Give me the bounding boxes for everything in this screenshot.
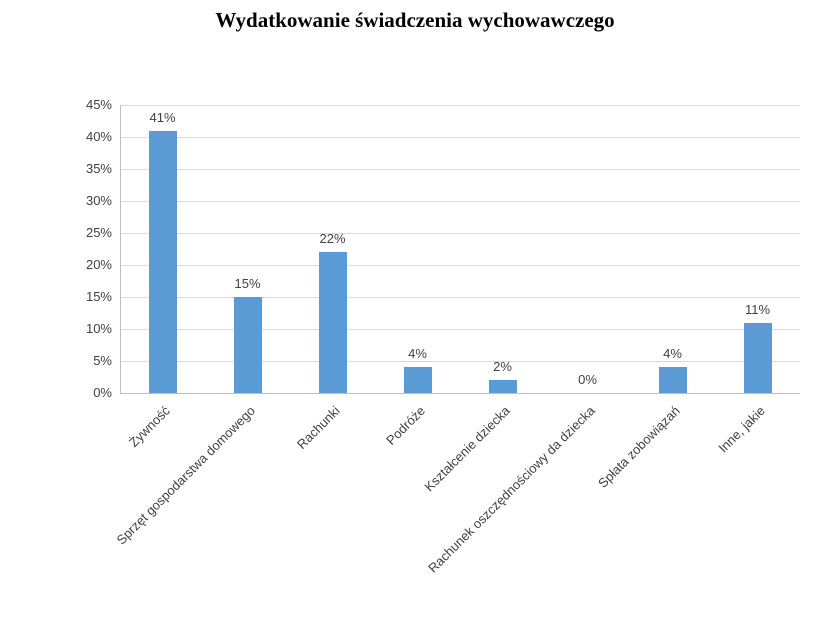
x-category-label: Podróże	[383, 403, 429, 448]
gridline	[120, 265, 800, 266]
gridline	[120, 329, 800, 330]
bar-value-label: 15%	[234, 276, 261, 291]
bar-value-label: 0%	[578, 372, 597, 387]
x-category-label: Rachunek oszczędnościowy da dziecka	[425, 403, 599, 576]
gridline	[120, 297, 800, 298]
gridline	[120, 137, 800, 138]
y-tick-label: 5%	[93, 353, 112, 368]
bar	[743, 322, 772, 393]
bar	[318, 252, 347, 393]
y-tick-label: 10%	[85, 321, 112, 336]
y-tick-label: 35%	[85, 161, 112, 176]
y-tick-label: 40%	[85, 129, 112, 144]
x-category-label: Inne, jakie	[715, 403, 769, 456]
y-tick-label: 30%	[85, 193, 112, 208]
y-tick-label: 25%	[85, 225, 112, 240]
gridline	[120, 233, 800, 234]
bar-value-label: 11%	[744, 301, 771, 317]
x-category-label: Kształcenie dziecka	[421, 403, 514, 495]
bar	[233, 297, 262, 393]
x-category-label: Spłata zobowiązań	[595, 403, 684, 491]
x-category-label: Rachunki	[294, 403, 344, 452]
chart-title: Wydatkowanie świadczenia wychowawczego	[215, 8, 615, 32]
x-axis-line	[120, 393, 800, 394]
y-tick-label: 0%	[93, 385, 112, 400]
gridline	[120, 105, 800, 106]
bar-value-label: 41%	[149, 109, 176, 125]
y-axis-line	[120, 105, 121, 393]
gridline	[120, 361, 800, 362]
bar-value-label: 4%	[663, 346, 682, 362]
bar	[658, 367, 687, 393]
gridline	[120, 169, 800, 170]
y-tick-label: 45%	[85, 97, 112, 112]
gridline	[120, 201, 800, 202]
x-category-label: Sprzęt gospodarstwa domowego	[113, 403, 259, 548]
bar	[148, 130, 177, 393]
bar	[403, 367, 432, 393]
y-tick-label: 15%	[85, 289, 112, 304]
bar-value-label: 4%	[408, 346, 427, 362]
bar-value-label: 22%	[319, 231, 346, 247]
y-tick-label: 20%	[85, 257, 112, 272]
x-category-label: Żywność	[126, 403, 174, 450]
bar-value-label: 2%	[493, 359, 512, 375]
bar	[488, 380, 517, 393]
